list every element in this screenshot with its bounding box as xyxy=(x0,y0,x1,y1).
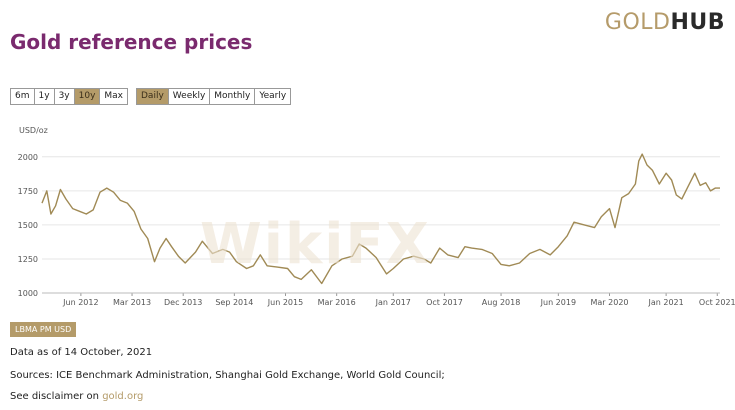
disclaimer-prefix: See disclaimer on xyxy=(10,391,99,402)
range-selector: 6m 1y 3y 10y Max xyxy=(10,88,129,105)
x-tick-label: Mar 2013 xyxy=(113,298,151,307)
range-max-button[interactable]: Max xyxy=(99,88,129,105)
x-tick-label: Dec 2013 xyxy=(164,298,202,307)
y-tick-label: 1750 xyxy=(18,187,38,196)
x-tick-label: Oct 2021 xyxy=(699,298,735,307)
logo-hub-text: HUB xyxy=(670,10,725,35)
x-tick-label: Jun 2015 xyxy=(267,298,303,307)
goldhub-logo: GOLDHUB xyxy=(605,10,725,35)
sources-text: Sources: ICE Benchmark Administration, S… xyxy=(10,370,445,381)
y-tick-label: 2000 xyxy=(18,153,38,162)
x-tick-label: Mar 2016 xyxy=(318,298,356,307)
frequency-selector: Daily Weekly Monthly Yearly xyxy=(136,88,292,105)
data-as-of-text: Data as of 14 October, 2021 xyxy=(10,347,153,358)
page-title: Gold reference prices xyxy=(10,30,253,54)
y-tick-label: 1500 xyxy=(18,221,38,230)
gold-org-link[interactable]: gold.org xyxy=(102,391,144,402)
y-tick-label: 1000 xyxy=(18,289,38,298)
x-tick-label: Jun 2019 xyxy=(540,298,576,307)
x-tick-label: Jan 2017 xyxy=(375,298,411,307)
price-series-line xyxy=(41,153,720,285)
x-tick-label: Aug 2018 xyxy=(482,298,521,307)
x-tick-label: Jun 2012 xyxy=(62,298,98,307)
series-badge: LBMA PM USD xyxy=(10,322,77,337)
frequency-yearly-button[interactable]: Yearly xyxy=(254,88,292,105)
y-tick-label: 1250 xyxy=(18,255,38,264)
x-tick-label: Oct 2017 xyxy=(426,298,463,307)
gold-price-chart: 1000 1250 1500 1750 2000 Jun 2012 Mar 2013 Dec … xyxy=(18,153,735,307)
logo-gold-text: GOLD xyxy=(604,10,671,35)
frequency-daily-button[interactable]: Daily xyxy=(136,88,169,105)
x-tick-label: Mar 2020 xyxy=(591,298,629,307)
x-tick-label: Jan 2021 xyxy=(647,298,683,307)
y-axis-unit-label: USD/oz xyxy=(19,126,48,135)
disclaimer-line: See disclaimer on gold.org xyxy=(10,391,143,402)
x-tick-label: Sep 2014 xyxy=(215,298,253,307)
